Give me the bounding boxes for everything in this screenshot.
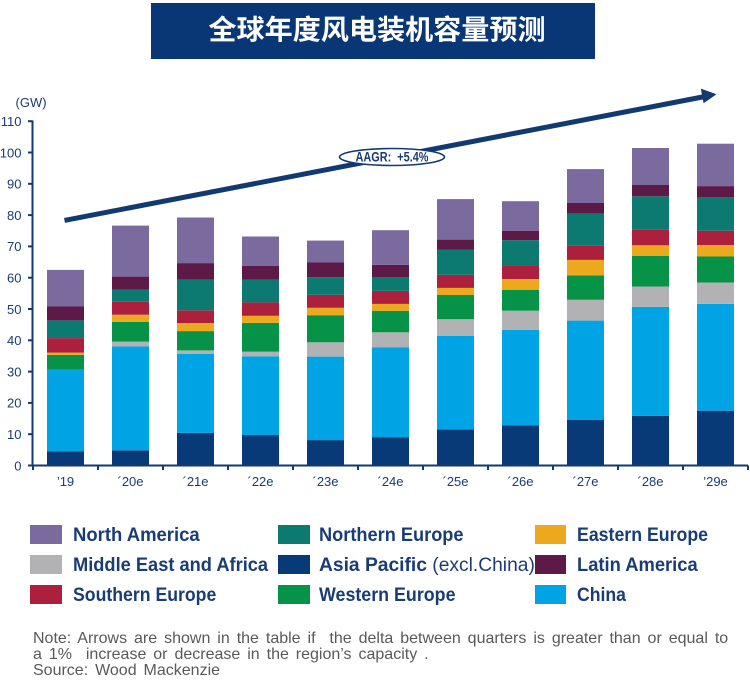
svg-text:´25e: ´25e	[442, 474, 468, 489]
svg-text:´23e: ´23e	[312, 474, 338, 489]
svg-text:70: 70	[7, 239, 21, 254]
svg-text:AAGR: +5.4%: AAGR: +5.4%	[356, 150, 429, 165]
svg-text:60: 60	[7, 271, 21, 286]
svg-text:´24e: ´24e	[377, 474, 403, 489]
svg-text:´26e: ´26e	[507, 474, 533, 489]
svg-text:´21e: ´21e	[182, 474, 208, 489]
svg-text:90: 90	[7, 177, 21, 192]
svg-text:100: 100	[0, 145, 22, 160]
svg-text:110: 110	[1, 114, 22, 129]
svg-text:10: 10	[7, 427, 21, 442]
svg-text:50: 50	[7, 302, 21, 317]
svg-text:´28e: ´28e	[637, 474, 663, 489]
svg-text:´22e: ´22e	[247, 474, 273, 489]
svg-text:20: 20	[7, 396, 21, 411]
svg-text:30: 30	[7, 364, 21, 379]
svg-text:40: 40	[7, 333, 21, 348]
svg-text:80: 80	[7, 208, 21, 223]
svg-text:0: 0	[14, 458, 21, 473]
svg-text:’19: ’19	[57, 474, 74, 489]
svg-text:’29e: ’29e	[703, 474, 728, 489]
svg-text:´20e: ´20e	[117, 474, 143, 489]
svg-text:´27e: ´27e	[572, 474, 598, 489]
